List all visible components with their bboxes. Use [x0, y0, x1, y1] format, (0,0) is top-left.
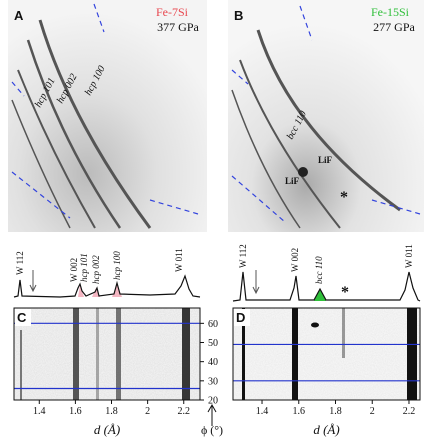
peak-annotation: LiF [318, 155, 333, 165]
panel-label-box [234, 309, 250, 326]
bright-spot [298, 167, 308, 177]
x-tick-label: 1.4 [256, 406, 269, 417]
panel-label: D [236, 310, 245, 325]
y-tick-label: 60 [208, 319, 218, 330]
peak-label: bcc 110 [314, 256, 324, 284]
peak-label: hcp 002 [91, 255, 101, 284]
diffraction-stripes [242, 308, 417, 400]
x-tick-label: 1.8 [329, 406, 342, 417]
y-tick-label: 20 [208, 396, 218, 407]
dashed-edges [231, 5, 421, 223]
pressure: 277 GPa [373, 20, 415, 34]
sample-name: Fe-15Si [371, 5, 410, 19]
panel-label: B [234, 8, 243, 23]
peak-label: W 011 [404, 244, 414, 268]
peak-label: W 002 [69, 258, 79, 282]
spectrum [13, 274, 201, 298]
diffraction-rings [11, 19, 152, 229]
arrow [207, 403, 217, 426]
x-tick-label: 2 [145, 406, 150, 417]
diffraction-image [228, 0, 424, 232]
peak-label: hcp 100 [112, 251, 122, 280]
x-tick-label: 2.2 [403, 406, 416, 417]
peak-label: W 011 [174, 248, 184, 272]
x-tick-label: 2.2 [177, 406, 190, 417]
peak-highlight [314, 289, 326, 301]
y-tick-label: 50 [208, 338, 218, 349]
pressure: 377 GPa [157, 20, 199, 34]
plot-frame [13, 307, 201, 401]
arrow [29, 270, 37, 293]
x-tick-label: 2 [370, 406, 375, 417]
peak-label: W 112 [15, 251, 25, 275]
image-noise [233, 308, 420, 400]
peak-highlight [78, 284, 122, 297]
peak-annotation: LiF [285, 176, 300, 186]
x-tick-label: 1.4 [33, 406, 46, 417]
y-tick-label: 30 [208, 376, 218, 387]
x-tick-label: 1.6 [69, 406, 82, 417]
spectrum [232, 271, 421, 302]
x-axis-label: d (Å) [94, 422, 120, 437]
dashed-edges [11, 3, 199, 219]
diffraction-stripes [20, 308, 190, 400]
peak-label: W 002 [290, 248, 300, 272]
sample-name: Fe-7Si [156, 5, 189, 19]
panel-label: C [17, 310, 27, 325]
x-tick-label: 1.6 [293, 406, 306, 417]
image-noise [14, 308, 200, 400]
arrow [252, 270, 260, 295]
diffraction-image [8, 0, 207, 232]
peak-label: hcp 101 [79, 253, 89, 282]
panel-label-box [15, 309, 31, 326]
x-axis-label: d (Å) [313, 422, 339, 437]
peak-label: * [341, 284, 349, 301]
plot-frame [232, 307, 421, 401]
y-axis-label: ϕ (°) [201, 423, 223, 437]
y-tick-label: 40 [208, 357, 218, 368]
peak-annotation: * [340, 189, 348, 206]
diffraction-rings [231, 29, 401, 229]
x-tick-label: 1.8 [105, 406, 118, 417]
peak-label: W 112 [238, 244, 248, 268]
panel-label: A [14, 8, 24, 23]
